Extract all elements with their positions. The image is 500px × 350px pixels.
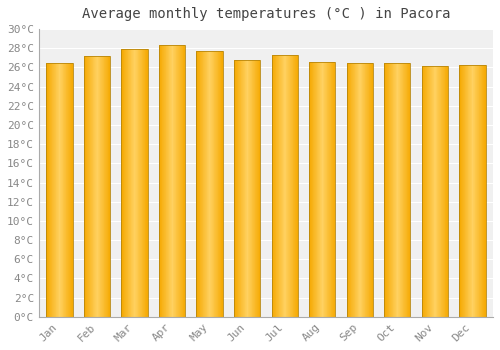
Bar: [346, 63, 373, 317]
Bar: [122, 49, 148, 317]
Bar: [309, 62, 336, 317]
Bar: [196, 51, 223, 317]
Bar: [460, 64, 485, 317]
Bar: [422, 66, 448, 317]
Bar: [384, 63, 410, 317]
Bar: [159, 46, 185, 317]
Bar: [46, 63, 72, 317]
Title: Average monthly temperatures (°C ) in Pacora: Average monthly temperatures (°C ) in Pa…: [82, 7, 450, 21]
Bar: [84, 56, 110, 317]
Bar: [272, 55, 298, 317]
Bar: [234, 60, 260, 317]
